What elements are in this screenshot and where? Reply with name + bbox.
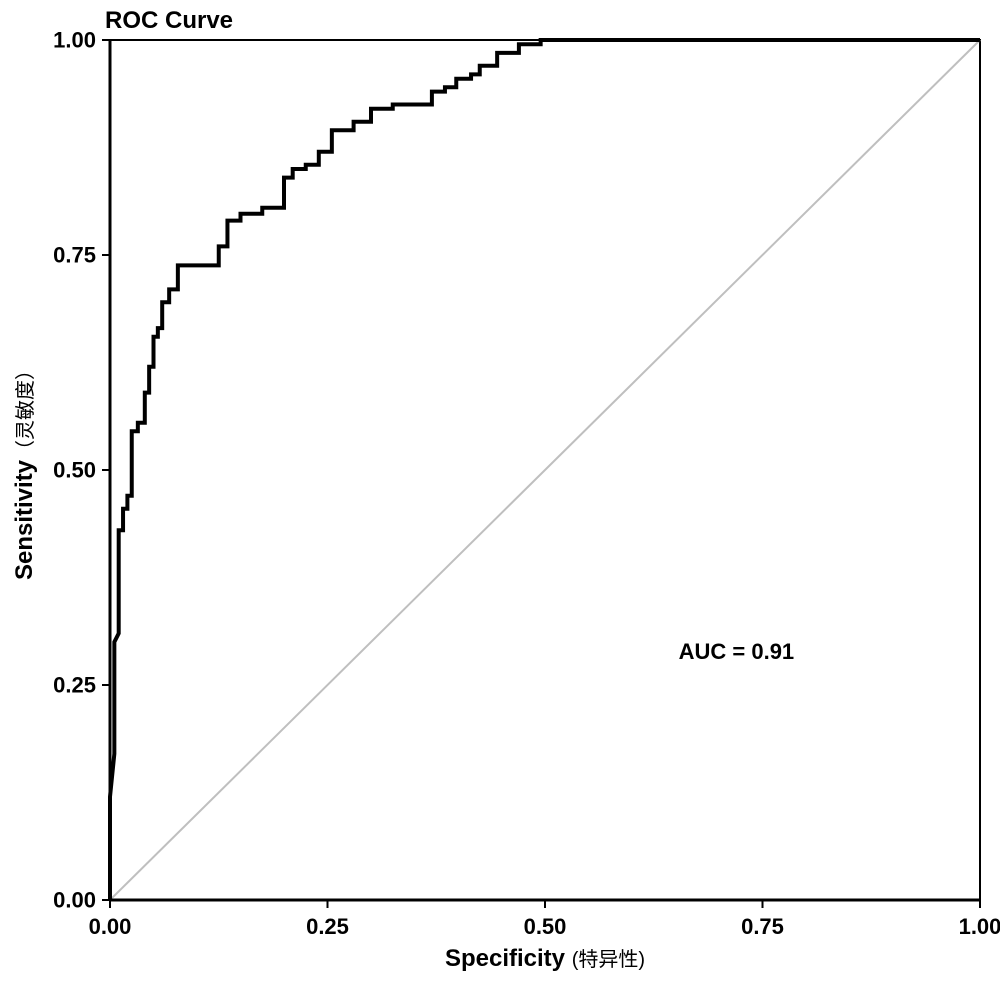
- y-tick-label: 0.75: [53, 243, 96, 268]
- y-tick-label: 1.00: [53, 28, 96, 53]
- x-tick-label: 1.00: [959, 914, 1000, 939]
- auc-label: AUC = 0.91: [679, 639, 795, 664]
- y-tick-label: 0.00: [53, 888, 96, 913]
- x-tick-label: 0.00: [89, 914, 132, 939]
- chart-title: ROC Curve: [105, 7, 233, 34]
- chart-bg: [0, 0, 1000, 992]
- x-tick-label: 0.50: [524, 914, 567, 939]
- x-tick-label: 0.25: [306, 914, 349, 939]
- roc-chart-container: 0.00 0.25 0.50 0.75 1.00 0.00 0.25 0.50 0.75 1.00…: [0, 0, 1000, 992]
- x-tick-label: 0.75: [741, 914, 784, 939]
- y-axis-label: Sensitivity（灵敏度）: [11, 360, 38, 580]
- x-axis-label: Specificity (特异性): [445, 945, 645, 972]
- roc-chart-svg: 0.00 0.25 0.50 0.75 1.00 0.00 0.25 0.50 0.75 1.00…: [0, 0, 1000, 992]
- y-tick-label: 0.25: [53, 673, 96, 698]
- y-tick-label: 0.50: [53, 458, 96, 483]
